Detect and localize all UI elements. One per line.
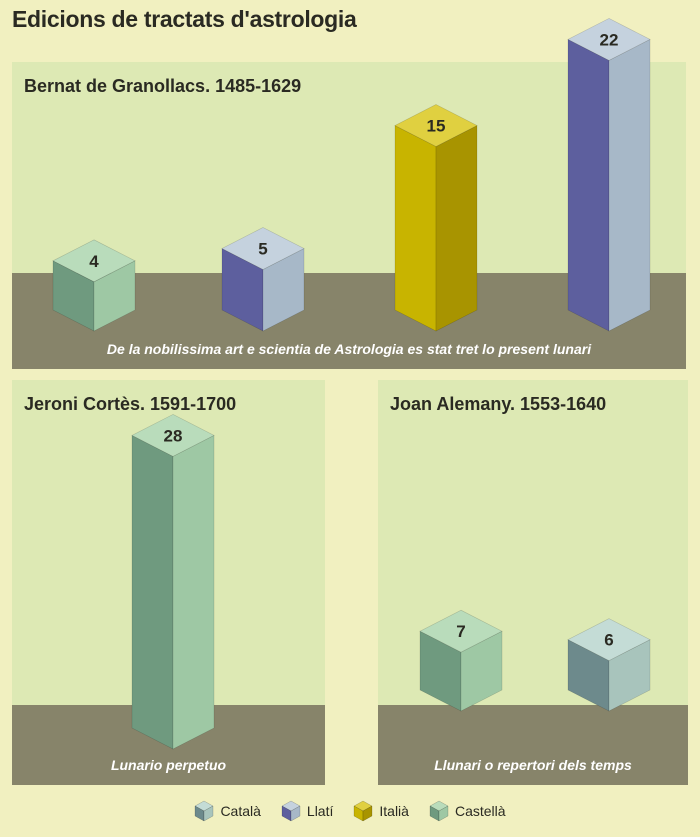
bar-top-face [394, 104, 478, 147]
legend-swatch [194, 800, 214, 822]
page-title: Edicions de tractats d'astrologia [12, 6, 357, 32]
bar-right-face [460, 630, 503, 712]
legend-swatch [281, 800, 301, 822]
chart-panel-alemany: Joan Alemany. 1553-1640 Llunari o repert… [378, 380, 688, 785]
bar-left-face [394, 125, 437, 332]
bar-top-face [221, 227, 305, 270]
panel-caption: Llunari o repertori dels temps [434, 757, 632, 773]
bar-right-face [172, 434, 215, 750]
legend-item: Italià [353, 800, 409, 822]
bar-value-label: 7 [456, 622, 465, 641]
bar-top-face [419, 609, 503, 653]
bar-right-face [262, 248, 305, 332]
bar-value-label: 4 [89, 252, 99, 271]
bar-top-face [131, 414, 215, 457]
chart-legend: Català Llatí Italià Castellà [0, 800, 700, 822]
bar-value-label: 28 [164, 426, 183, 445]
panel-title: Jeroni Cortès. 1591-1700 [24, 394, 237, 414]
panel-title: Joan Alemany. 1553-1640 [390, 394, 607, 414]
legend-swatch [353, 800, 373, 822]
ground-band [378, 705, 688, 785]
bar-right-face [435, 125, 478, 332]
legend-item: Llatí [281, 800, 333, 822]
legend-swatch [429, 800, 449, 822]
legend-item: Castellà [429, 800, 506, 822]
legend-label: Italià [379, 803, 409, 819]
bar-top-face [52, 239, 136, 283]
bar-value-label: 5 [258, 240, 267, 259]
bar-left-face [131, 434, 174, 750]
bar-value-label: 15 [427, 117, 446, 136]
bar-top-face [567, 18, 651, 61]
panel-caption: Lunario perpetuo [110, 757, 227, 773]
bar-value-label: 6 [604, 631, 613, 650]
legend-item: Català [194, 800, 261, 822]
panel-title: Bernat de Granollacs. 1485-1629 [24, 76, 302, 96]
bar-value-label: 22 [600, 30, 619, 49]
panel-caption: De la nobilissima art e scientia de Astr… [106, 341, 592, 357]
legend-label: Castellà [454, 803, 506, 819]
legend-label: Llatí [306, 803, 334, 819]
legend-label: Català [220, 803, 261, 819]
bar-top-face [567, 618, 651, 661]
bar-right-face [93, 260, 136, 332]
bar-right-face [608, 38, 651, 332]
bar-left-face [567, 38, 610, 332]
